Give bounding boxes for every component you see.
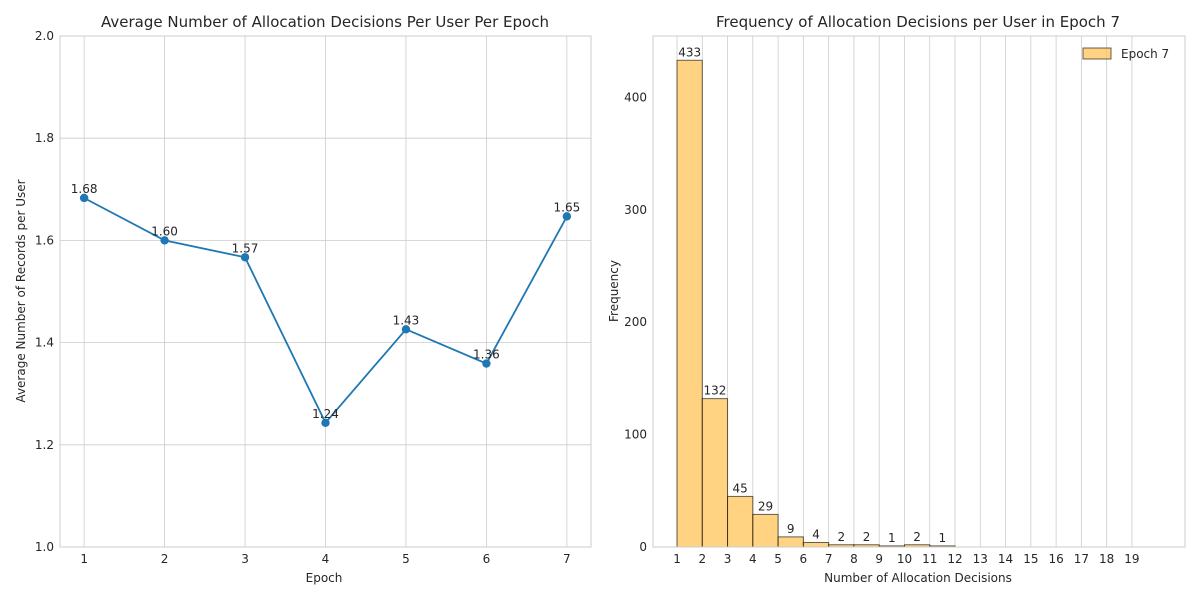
x-tick-label: 6	[483, 552, 491, 566]
data-point	[562, 212, 572, 221]
y-tick-label: 400	[624, 90, 647, 104]
y-tick-label: 1.2	[35, 438, 54, 452]
bar-value-label: 4	[812, 528, 820, 542]
x-tick-label: 10	[897, 552, 912, 566]
line-chart: Average Number of Allocation Decisions P…	[14, 13, 592, 585]
data-point	[321, 418, 330, 428]
x-tick-label: 19	[1124, 552, 1139, 566]
data-point-label: 1.36	[473, 348, 500, 362]
bar-value-label: 29	[758, 499, 773, 513]
y-tick-label: 300	[624, 203, 647, 217]
histogram-bar	[676, 59, 703, 548]
y-tick-label: 1.0	[35, 540, 54, 554]
bar-value-label: 2	[863, 530, 871, 544]
x-tick-label: 5	[402, 552, 410, 566]
line-chart-grid	[60, 35, 591, 548]
y-tick-label: 1.6	[35, 233, 54, 247]
data-point-label: 1.57	[232, 241, 259, 255]
bar-value-label: 2	[913, 530, 921, 544]
y-tick-label: 2.0	[35, 29, 54, 43]
histogram-y-axis-label: Frequency	[607, 260, 621, 322]
line-point-labels: 1.68 1.60 1.57 1.24 1.43 1.36 1.65	[71, 182, 580, 421]
data-point-label: 1.68	[71, 182, 98, 196]
data-point	[79, 193, 89, 203]
y-tick-label: 0	[639, 540, 647, 554]
data-point	[401, 325, 411, 334]
x-tick-label: 5	[774, 552, 782, 566]
histogram-x-axis-label: Number of Allocation Decisions	[824, 571, 1012, 585]
histogram-ticks: 1 2 3 4 5 6 7 8 9 10 11 12 13 14 15 16 17 18 1901002003004…	[624, 90, 1139, 566]
histogram-bar	[752, 513, 779, 548]
x-tick-label: 3	[724, 552, 732, 566]
x-tick-label: 1	[80, 552, 88, 566]
y-tick-label: 100	[624, 428, 647, 442]
line-chart-title: Average Number of Allocation Decisions P…	[101, 13, 549, 31]
bar-value-label: 45	[733, 481, 748, 495]
legend: Epoch 7	[1082, 47, 1169, 61]
x-tick-label: 1	[673, 552, 681, 566]
bar-value-label: 433	[678, 45, 701, 59]
data-point-label: 1.65	[554, 200, 581, 214]
line-chart-y-axis-label: Average Number of Records per User	[14, 179, 28, 402]
bar-value-label: 2	[837, 530, 845, 544]
data-point-label: 1.60	[151, 224, 178, 238]
data-point	[482, 359, 491, 368]
histogram-bar	[802, 542, 830, 548]
x-tick-label: 4	[749, 552, 757, 566]
y-tick-label: 1.8	[35, 131, 54, 145]
x-tick-label: 15	[1023, 552, 1038, 566]
x-tick-label: 2	[161, 552, 169, 566]
histogram-bar	[701, 398, 729, 548]
y-tick-label: 200	[624, 315, 647, 329]
x-tick-label: 7	[825, 552, 833, 566]
x-tick-label: 8	[850, 552, 858, 566]
x-tick-label: 9	[875, 552, 883, 566]
x-tick-label: 2	[698, 552, 706, 566]
x-tick-label: 11	[922, 552, 937, 566]
histogram-grid	[676, 36, 1133, 547]
histogram-frame	[652, 35, 1186, 548]
data-point	[240, 253, 250, 262]
histogram-bar	[777, 536, 804, 548]
legend-label: Epoch 7	[1121, 47, 1169, 61]
histogram-title: Frequency of Allocation Decisions per Us…	[716, 13, 1120, 31]
bar-value-label: 9	[787, 522, 795, 536]
histogram-bars	[676, 59, 956, 548]
histogram-bar	[727, 495, 754, 548]
line-points	[79, 193, 572, 428]
x-tick-label: 13	[973, 552, 988, 566]
x-tick-label: 12	[947, 552, 962, 566]
x-tick-label: 4	[322, 552, 330, 566]
x-tick-label: 7	[563, 552, 571, 566]
y-tick-label: 1.4	[35, 336, 54, 350]
x-tick-label: 18	[1099, 552, 1114, 566]
legend-swatch	[1082, 47, 1112, 60]
line-chart-ticks: 1 2 3 4 5 6 7 1.0 1.2 1.4 1.6 1.8 2.0	[35, 29, 571, 566]
x-tick-label: 17	[1074, 552, 1089, 566]
line-chart-frame	[59, 35, 592, 548]
bar-value-label: 1	[888, 531, 896, 545]
data-point-label: 1.24	[312, 407, 339, 421]
data-point-label: 1.43	[393, 313, 420, 327]
x-tick-label: 6	[800, 552, 808, 566]
histogram-chart: Frequency of Allocation Decisions per Us…	[607, 13, 1186, 585]
line-chart-x-axis-label: Epoch	[306, 571, 343, 585]
histogram-bar-labels: 433 132 45 29 9 4 2 2 1 2 1	[678, 45, 946, 545]
x-tick-label: 16	[1048, 552, 1063, 566]
bar-value-label: 132	[703, 384, 726, 398]
x-tick-label: 14	[998, 552, 1013, 566]
x-tick-label: 3	[241, 552, 249, 566]
data-point	[160, 236, 169, 245]
bar-value-label: 1	[939, 531, 947, 545]
